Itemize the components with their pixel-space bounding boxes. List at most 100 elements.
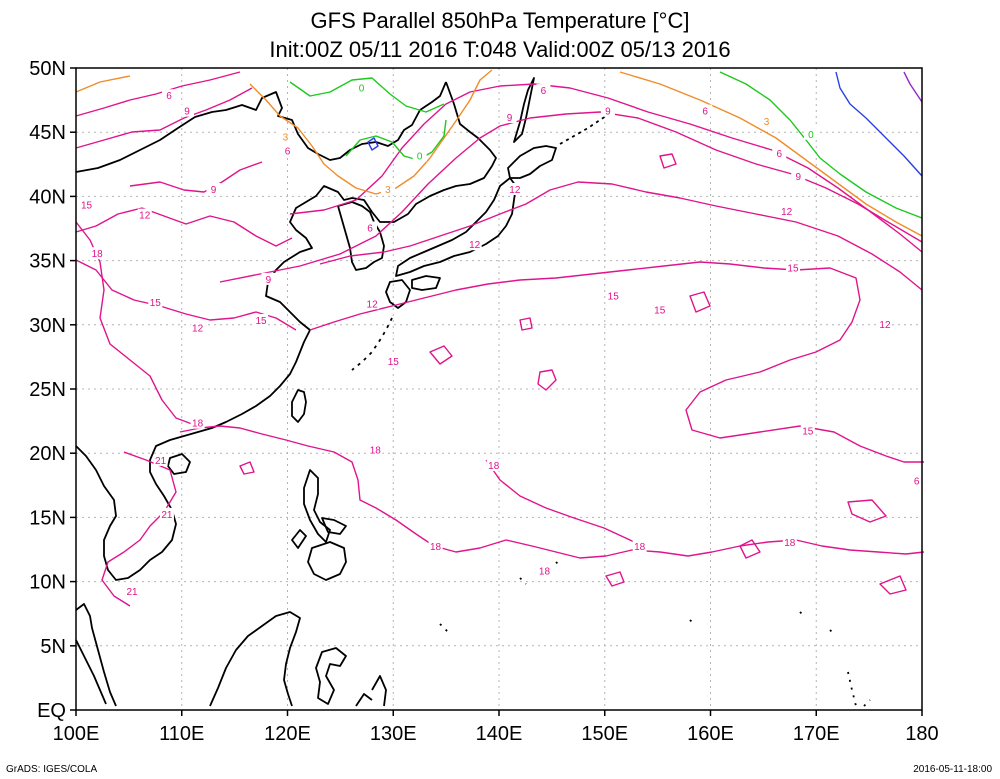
contour-line-21-west (101, 451, 177, 607)
lon-tick-label: 170E (793, 723, 840, 745)
contour-label-background (412, 149, 427, 162)
contour-line-6-north (289, 83, 923, 253)
lat-tick-label: 10N (29, 572, 66, 594)
contour-label: 18 (192, 419, 204, 430)
contour-label-background (537, 564, 552, 577)
contour-label: 15 (608, 292, 620, 303)
contour-label-background (254, 313, 269, 326)
contour-label-background (428, 539, 443, 552)
contour-label-background (486, 459, 501, 472)
contour-label: 6 (776, 149, 782, 160)
contour-label: 6 (166, 91, 172, 102)
contour-label: 9 (795, 172, 801, 183)
contour-label: 6 (702, 107, 708, 118)
contour-label-background (536, 84, 551, 97)
contour-label: 6 (285, 146, 291, 157)
contour-label-background (365, 297, 380, 310)
contour-label-background (354, 81, 369, 94)
contour-label-background (125, 584, 140, 597)
contour-label: 18 (539, 566, 551, 577)
contour-label: 21 (161, 510, 173, 521)
kuril-islands (559, 111, 613, 145)
contour-label: 21 (155, 456, 167, 467)
map-title: GFS Parallel 850hPa Temperature [°C] (310, 8, 690, 33)
ryukyu-islands (351, 317, 393, 371)
contour-line-18-east (485, 459, 647, 549)
contour-label: 0 (359, 84, 365, 95)
contour-label-background (90, 247, 105, 260)
japan-honshu-coastline (395, 177, 517, 277)
contour-label: 18 (634, 542, 646, 553)
contour-label: 15 (787, 263, 799, 274)
lon-tick-label: 100E (53, 723, 100, 745)
contour-line-3-north (75, 69, 923, 237)
contour-label: 15 (388, 357, 400, 368)
contour-label-background (190, 416, 205, 429)
contour-line-6-northwest (75, 71, 241, 117)
contour-label: 9 (266, 275, 272, 286)
japan-kyushu-coastline (385, 279, 411, 309)
borneo-coastline (209, 611, 301, 707)
contour-label: 21 (126, 587, 138, 598)
philippines-mindanao-coastline (307, 541, 347, 581)
contour-label: 12 (509, 185, 521, 196)
contour-label-background (79, 198, 94, 211)
contour-label-background (148, 295, 163, 308)
contour-line-0-north (289, 71, 923, 219)
lat-tick-label: 45N (29, 122, 66, 144)
sulawesi-coastline (315, 647, 347, 705)
contour-label: 6 (367, 224, 373, 235)
contour-label: 0 (808, 130, 814, 141)
contour-labels: 18 15 12 9 6 9 6 3 0 0 3 6 9 15 12 15 12 12 15 18 21 21 21 18 18… (79, 81, 924, 598)
grads-credit: GrADS: IGES/COLA (6, 764, 98, 775)
lat-tick-label: EQ (37, 700, 66, 722)
lat-tick-label: 40N (29, 186, 66, 208)
lat-tick-label: 30N (29, 315, 66, 337)
lat-tick-label: 35N (29, 251, 66, 273)
contour-label: 18 (430, 542, 442, 553)
taiwan-coastline (291, 389, 307, 423)
hainan-coastline (167, 453, 191, 475)
contour-label-background (698, 104, 713, 117)
lon-tick-label: 160E (687, 723, 734, 745)
gridlines (76, 68, 922, 710)
contour-label: 9 (605, 107, 611, 118)
lon-tick-label: 140E (476, 723, 523, 745)
contour-label: 18 (92, 249, 104, 260)
contour-label-background (261, 272, 276, 285)
contour-label: 18 (488, 461, 500, 472)
temperature-contours (75, 69, 925, 607)
contour-label: 0 (417, 152, 423, 163)
contour-label: 15 (81, 200, 93, 211)
contour-label-background (137, 208, 152, 221)
lon-tick-label: 110E (159, 723, 204, 745)
contour-label: 15 (802, 426, 814, 437)
contour-label: 18 (784, 538, 796, 549)
contour-label: 9 (184, 107, 190, 118)
contour-label-background (600, 104, 615, 117)
contour-label: 3 (283, 132, 289, 143)
contour-label: 12 (139, 211, 151, 222)
contour-label: 6 (541, 86, 547, 97)
contour-label: 15 (150, 298, 162, 309)
contour-label: 15 (256, 316, 268, 327)
contour-label-background (909, 474, 924, 487)
contour-label-background (153, 453, 168, 466)
lat-tick-label: 50N (29, 58, 66, 80)
coastlines (75, 77, 871, 707)
lon-tick-label: 180 (905, 723, 938, 745)
new-guinea-coastline (355, 675, 387, 707)
lat-tick-label: 15N (29, 507, 66, 529)
contour-label: 3 (764, 117, 770, 128)
contour-label: 18 (370, 446, 382, 457)
hokkaido-coastline (507, 145, 557, 179)
contour-label-background (785, 261, 800, 274)
contour-label: 12 (879, 320, 891, 331)
malay-peninsula-coastline (75, 639, 107, 705)
latitude-axis: EQ 5N 10N 15N 20N 25N 30N 35N 40N 45N 50N (29, 58, 76, 722)
contour-label: 6 (914, 476, 920, 487)
contour-label-background (800, 424, 815, 437)
contour-label-background (782, 536, 797, 549)
contour-label: 12 (192, 324, 204, 335)
